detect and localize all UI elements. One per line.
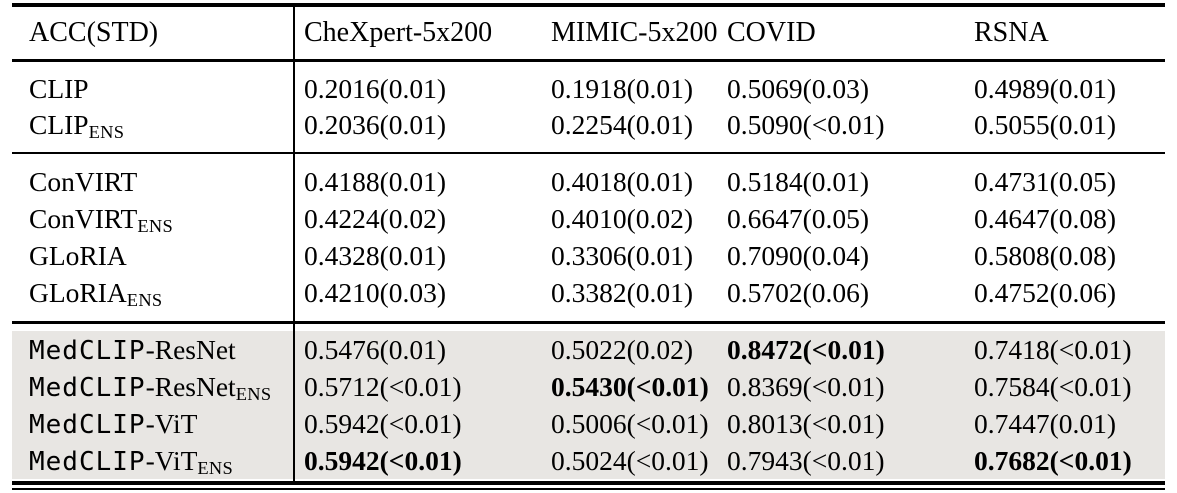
- model-name: GLoRIA: [12, 240, 304, 272]
- metric-value: 0.5808(0.08): [974, 239, 1117, 271]
- metric-value: 0.4018(0.01): [551, 165, 694, 197]
- metric-value: 0.5055(0.01): [974, 109, 1117, 140]
- metric-value: 0.2254(0.01): [551, 109, 694, 140]
- metric-value: 0.5090(<0.01): [727, 109, 885, 140]
- model-name-subscript: ENS: [235, 383, 272, 404]
- metric-value: 0.4647(0.08): [974, 202, 1117, 234]
- model-name: CLIP: [12, 73, 304, 105]
- metric-value: 0.5712(<0.01): [304, 370, 462, 402]
- table-row: ConVIRTENS 0.4224(0.02) 0.4010(0.02) 0.6647…: [12, 200, 1165, 237]
- mid-rule-1: [12, 152, 1165, 154]
- metric-value: 0.7943(<0.01): [727, 444, 885, 476]
- metric-value: 0.7682(<0.01): [974, 444, 1132, 476]
- group-clip: CLIP 0.2016(0.01) 0.1918(0.01) 0.5069(0.03)…: [12, 62, 1165, 152]
- metric-value: 0.6647(0.05): [727, 202, 870, 234]
- column-header-chexpert: CheXpert-5x200: [304, 17, 493, 48]
- model-name-serif: ConVIRT: [29, 165, 138, 197]
- metric-value: 0.1918(0.01): [551, 73, 694, 104]
- metric-value: 0.5942(<0.01): [304, 444, 462, 476]
- model-name: GLoRIAENS: [12, 276, 304, 310]
- model-name: ConVIRTENS: [12, 202, 304, 236]
- model-name: MedCLIP-ResNetENS: [12, 370, 304, 404]
- metric-value: 0.4731(0.05): [974, 165, 1117, 197]
- model-name: ConVIRT: [12, 166, 304, 198]
- mid-rule-2: [12, 321, 1165, 324]
- metric-value: 0.3382(0.01): [551, 276, 694, 308]
- metric-value: 0.2036(0.01): [304, 109, 447, 140]
- metric-value: 0.5069(0.03): [727, 73, 870, 104]
- metric-value: 0.2016(0.01): [304, 73, 447, 104]
- column-header-covid: COVID: [727, 17, 816, 48]
- table-row: MedCLIP-ResNetENS 0.5712(<0.01) 0.5430(<0.…: [12, 368, 1165, 405]
- metric-value: 0.5022(0.02): [551, 333, 694, 365]
- model-name-serif: -ResNet: [145, 370, 236, 402]
- metric-value: 0.7090(0.04): [727, 239, 870, 271]
- metric-value: 0.8013(<0.01): [727, 407, 885, 439]
- model-name-monospace: MedCLIP: [29, 446, 146, 477]
- bottom-rule-thick: [12, 481, 1165, 485]
- group-convirt-gloria: ConVIRT 0.4188(0.01) 0.4018(0.01) 0.5184(0.…: [12, 154, 1165, 321]
- model-name-subscript: ENS: [197, 457, 234, 478]
- table-header-row: ACC(STD) CheXpert-5x200 MIMIC-5x200 COVI…: [12, 7, 1165, 59]
- bottom-rule-thin: [12, 488, 1165, 490]
- model-name: MedCLIP-ViTENS: [12, 444, 304, 478]
- model-name-monospace: MedCLIP: [29, 335, 146, 366]
- model-name: MedCLIP-ViT: [12, 408, 304, 440]
- table-row: GLoRIAENS 0.4210(0.03) 0.3382(0.01) 0.5702(…: [12, 274, 1165, 311]
- model-name-serif: CLIP: [29, 73, 89, 104]
- model-name-serif: GLoRIA: [29, 276, 127, 308]
- table-row: GLoRIA 0.4328(0.01) 0.3306(0.01) 0.7090(0.0…: [12, 237, 1165, 274]
- column-header-rsna: RSNA: [974, 17, 1049, 48]
- model-name-subscript: ENS: [126, 289, 163, 310]
- header-rule: [12, 59, 1165, 62]
- vertical-divider: [293, 7, 295, 481]
- metric-value: 0.5430(<0.01): [551, 370, 709, 402]
- model-name-serif: ConVIRT: [29, 202, 138, 234]
- metric-value: 0.4328(0.01): [304, 239, 447, 271]
- model-name-serif: -ResNet: [145, 333, 236, 365]
- group-medclip-highlighted: MedCLIP-ResNet 0.5476(0.01) 0.5022(0.02) 0.…: [12, 324, 1165, 481]
- table-row: CLIP 0.2016(0.01) 0.1918(0.01) 0.5069(0.03)…: [12, 71, 1165, 107]
- metric-value: 0.7584(<0.01): [974, 370, 1132, 402]
- model-name-monospace: MedCLIP: [29, 372, 146, 403]
- model-name-serif: -ViT: [145, 444, 198, 476]
- metric-value: 0.4010(0.02): [551, 202, 694, 234]
- metric-value: 0.4210(0.03): [304, 276, 447, 308]
- model-name-serif: -ViT: [145, 407, 198, 439]
- results-table: ACC(STD) CheXpert-5x200 MIMIC-5x200 COVI…: [12, 3, 1165, 490]
- metric-value: 0.4188(0.01): [304, 165, 447, 197]
- model-name-subscript: ENS: [88, 122, 125, 143]
- metric-value: 0.4752(0.06): [974, 276, 1117, 308]
- metric-value: 0.5942(<0.01): [304, 407, 462, 439]
- metric-value: 0.5024(<0.01): [551, 444, 709, 476]
- table-row: MedCLIP-ResNet 0.5476(0.01) 0.5022(0.02) 0.…: [12, 331, 1165, 368]
- highlight-background: MedCLIP-ResNet 0.5476(0.01) 0.5022(0.02) 0.…: [12, 331, 1165, 479]
- model-name-serif: GLoRIA: [29, 239, 127, 271]
- table-row: MedCLIP-ViT 0.5942(<0.01) 0.5006(<0.01) 0.8…: [12, 405, 1165, 442]
- metric-value: 0.5184(0.01): [727, 165, 870, 197]
- metric-value: 0.7418(<0.01): [974, 333, 1132, 365]
- table-row: ConVIRT 0.4188(0.01) 0.4018(0.01) 0.5184(0.…: [12, 163, 1165, 200]
- model-name: CLIPENS: [12, 109, 304, 143]
- model-name-serif: CLIP: [29, 109, 89, 140]
- metric-value: 0.8472(<0.01): [727, 333, 885, 365]
- model-name: MedCLIP-ResNet: [12, 334, 304, 366]
- model-name-monospace: MedCLIP: [29, 409, 146, 440]
- model-name-subscript: ENS: [137, 215, 174, 236]
- header-acc-std: ACC(STD): [29, 17, 159, 48]
- column-header-mimic: MIMIC-5x200: [551, 17, 718, 48]
- top-rule: [12, 3, 1165, 7]
- metric-value: 0.5476(0.01): [304, 333, 447, 365]
- metric-value: 0.5702(0.06): [727, 276, 870, 308]
- metric-value: 0.3306(0.01): [551, 239, 694, 271]
- metric-value: 0.7447(0.01): [974, 407, 1117, 439]
- metric-value: 0.4989(0.01): [974, 73, 1117, 104]
- metric-value: 0.8369(<0.01): [727, 370, 885, 402]
- table-row: MedCLIP-ViTENS 0.5942(<0.01) 0.5024(<0.01)…: [12, 442, 1165, 479]
- metric-value: 0.5006(<0.01): [551, 407, 709, 439]
- table-row: CLIPENS 0.2036(0.01) 0.2254(0.01) 0.5090(<0…: [12, 107, 1165, 143]
- metric-value: 0.4224(0.02): [304, 202, 447, 234]
